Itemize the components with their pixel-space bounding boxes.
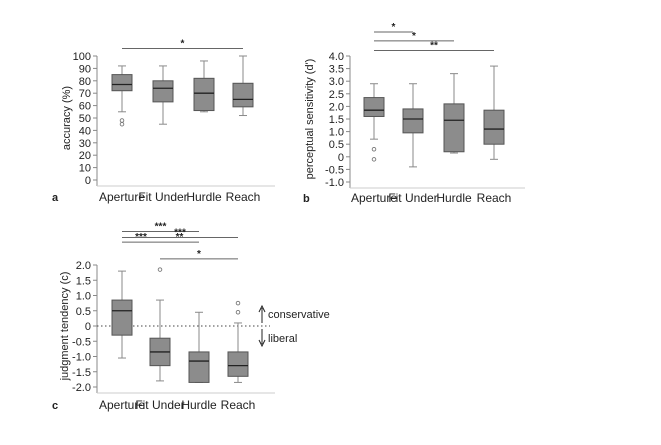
- y-tick-label: 40: [79, 125, 91, 137]
- box: [363, 97, 385, 117]
- y-tick-label: 0.5: [329, 139, 344, 151]
- y-tick-label: 0.5: [76, 306, 91, 318]
- y-tick-label: 0: [85, 175, 91, 187]
- annotation-conservative: conservative: [268, 309, 330, 321]
- y-tick-label: 1.5: [329, 114, 344, 126]
- y-tick-label: 100: [73, 51, 91, 63]
- y-tick-label: -1.0: [72, 352, 91, 364]
- category-label: Reach: [221, 398, 256, 412]
- category-label: Fit Under: [388, 191, 437, 205]
- y-tick-label: -1.5: [72, 367, 91, 379]
- panel-letter: b: [303, 193, 310, 205]
- outlier-point: [157, 267, 163, 272]
- y-tick-label: 1.5: [76, 275, 91, 287]
- category-label: Reach: [477, 191, 512, 205]
- y-tick-label: -0.5: [72, 336, 91, 348]
- significance-label: *: [197, 249, 201, 260]
- y-tick-label: -0.5: [325, 164, 344, 176]
- box: [232, 82, 254, 108]
- category-label: Hurdle: [186, 190, 222, 204]
- outlier-point: [235, 310, 241, 315]
- y-axis-title: accuracy (%): [61, 86, 73, 150]
- y-tick-label: 80: [79, 76, 91, 88]
- y-tick-label: 1.0: [329, 127, 344, 139]
- y-tick-label: 1.0: [76, 291, 91, 303]
- box: [111, 299, 133, 336]
- outlier-point: [371, 146, 377, 152]
- y-tick-label: 10: [79, 163, 91, 175]
- category-label: Fit Under: [138, 190, 187, 204]
- y-tick-label: 4.0: [329, 51, 344, 63]
- significance-label: *: [392, 22, 396, 33]
- y-tick-label: 2.0: [76, 260, 91, 272]
- y-tick-label: 0: [338, 152, 344, 164]
- category-label: Aperture: [351, 191, 397, 205]
- significance-label: **: [176, 232, 184, 243]
- outlier-point: [119, 118, 125, 123]
- y-tick-label: 2.5: [329, 89, 344, 101]
- category-label: Fit Under: [135, 398, 184, 412]
- category-label: Reach: [226, 190, 261, 204]
- y-tick-label: 90: [79, 63, 91, 75]
- y-tick-label: 3.5: [329, 64, 344, 76]
- y-tick-label: 70: [79, 88, 91, 100]
- outlier-point: [235, 300, 241, 306]
- y-axis-title: perceptual sensitivity (d'): [304, 59, 316, 180]
- y-tick-label: 3.0: [329, 76, 344, 88]
- outlier-point: [371, 157, 377, 162]
- category-label: Hurdle: [436, 191, 472, 205]
- panel-c: -2.0 -1.5 -1.0 -0.5 0 0.5 1.0 1.5 2.0 judgment te…: [52, 221, 330, 412]
- box: [111, 74, 133, 92]
- y-tick-label: -1.0: [325, 177, 344, 189]
- arrow-down-head: [258, 339, 266, 348]
- box: [443, 103, 465, 153]
- significance-label: ***: [155, 221, 167, 232]
- y-tick-label: 0: [85, 321, 91, 333]
- panel-b: -1.0-0.500.51.01.52.02.53.03.54.0 percept…: [303, 22, 525, 205]
- y-tick-label: 60: [79, 101, 91, 113]
- category-label: Aperture: [99, 190, 145, 204]
- significance-label: **: [430, 40, 438, 51]
- significance-label: ***: [174, 228, 186, 239]
- arrow-up-head: [258, 304, 266, 313]
- significance-label: *: [181, 39, 185, 50]
- significance-label: *: [412, 31, 416, 42]
- y-tick-label: 20: [79, 150, 91, 162]
- panel-letter: c: [52, 400, 58, 412]
- panel-letter: a: [52, 192, 59, 204]
- box: [402, 108, 424, 134]
- category-label: Hurdle: [181, 398, 217, 412]
- y-tick-label: -2.0: [72, 382, 91, 394]
- annotation-liberal: liberal: [268, 333, 297, 345]
- category-label: Aperture: [99, 398, 145, 412]
- y-tick-label: 50: [79, 113, 91, 125]
- box: [483, 109, 505, 145]
- box: [188, 351, 210, 383]
- box: [152, 80, 174, 103]
- box: [193, 77, 215, 112]
- y-tick-label: 2.0: [329, 101, 344, 113]
- y-tick-label: 30: [79, 138, 91, 150]
- box: [227, 351, 249, 377]
- outlier-point: [119, 121, 125, 127]
- y-axis-title: judgment tendency (c): [59, 272, 71, 382]
